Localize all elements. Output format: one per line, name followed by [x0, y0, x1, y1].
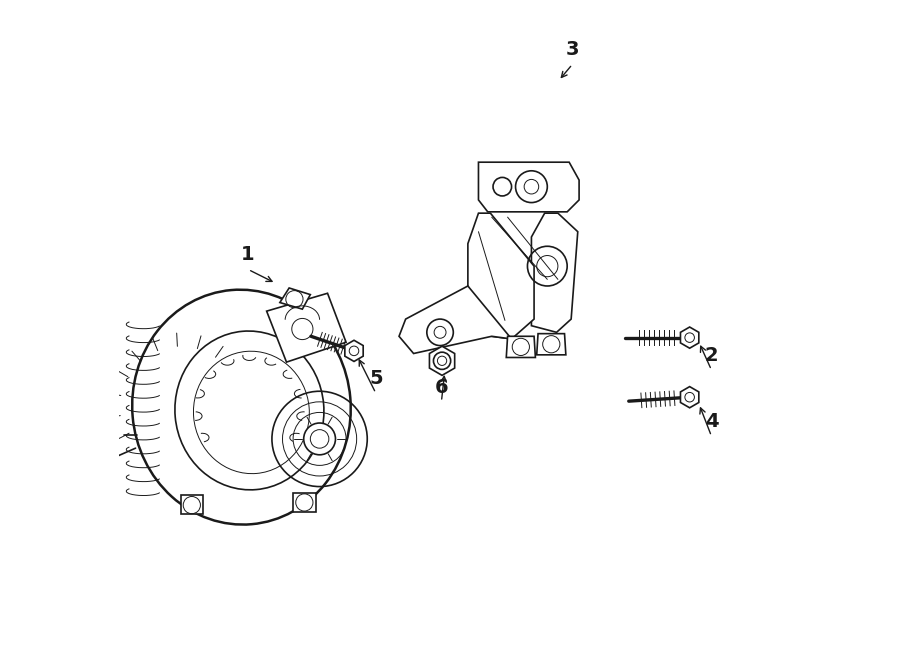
Polygon shape: [280, 288, 310, 309]
Circle shape: [434, 352, 451, 369]
Polygon shape: [680, 327, 698, 348]
Polygon shape: [293, 493, 316, 512]
Text: 2: 2: [705, 346, 718, 365]
Polygon shape: [479, 162, 579, 212]
Polygon shape: [429, 346, 454, 375]
Polygon shape: [266, 293, 346, 362]
Polygon shape: [468, 213, 534, 339]
Polygon shape: [680, 387, 698, 408]
Text: 1: 1: [241, 246, 255, 264]
Polygon shape: [507, 336, 536, 357]
Polygon shape: [399, 286, 511, 354]
Polygon shape: [181, 495, 203, 514]
Ellipse shape: [132, 290, 351, 524]
Text: 4: 4: [705, 412, 718, 431]
Circle shape: [106, 453, 118, 465]
Polygon shape: [536, 334, 566, 355]
Ellipse shape: [175, 331, 324, 490]
Text: 6: 6: [435, 378, 448, 397]
Ellipse shape: [194, 352, 310, 473]
Circle shape: [303, 423, 336, 455]
Polygon shape: [345, 340, 364, 361]
Text: 3: 3: [566, 40, 580, 59]
Polygon shape: [531, 213, 578, 332]
Text: 5: 5: [369, 369, 382, 388]
